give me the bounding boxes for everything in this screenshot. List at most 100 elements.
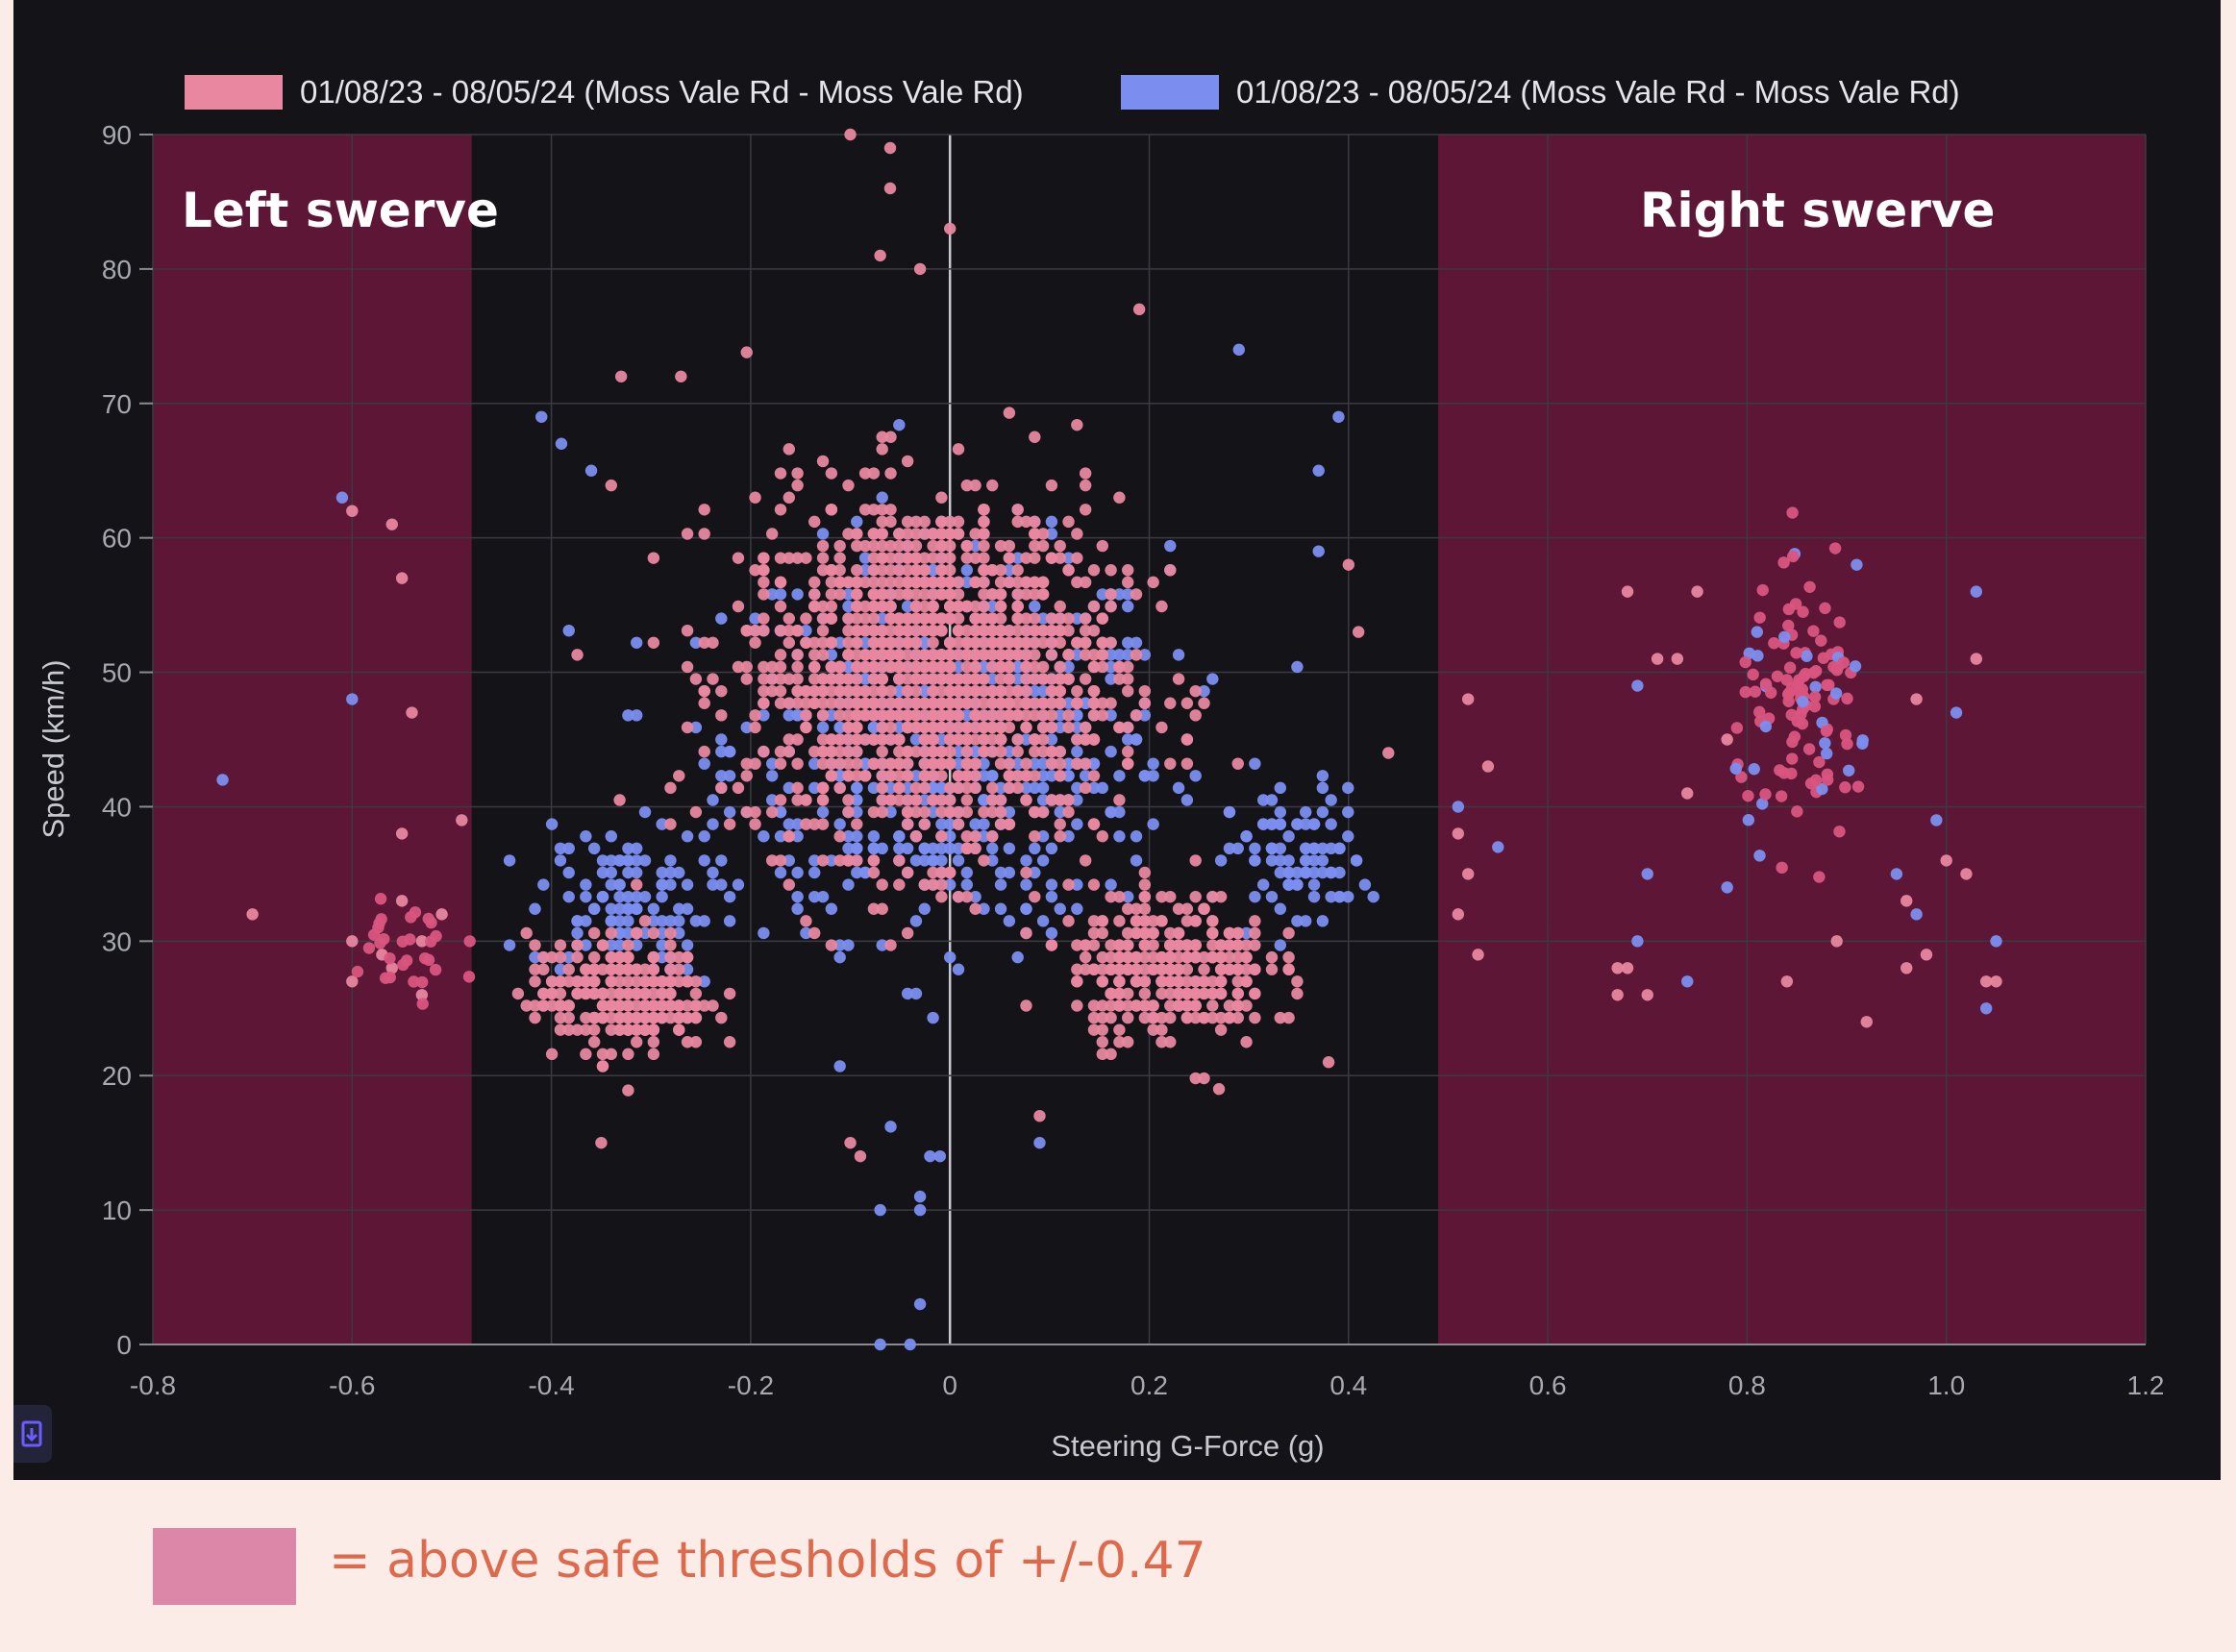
data-point-pink <box>1087 649 1101 661</box>
data-point-pink <box>1240 999 1253 1012</box>
data-point-pink <box>901 552 914 564</box>
data-point-pink <box>952 649 965 661</box>
data-point-pink <box>1045 697 1058 709</box>
data-point-blue <box>1316 866 1329 879</box>
data-point-pink <box>1036 624 1050 637</box>
data-point-pink <box>689 1036 703 1048</box>
data-point-pink <box>638 999 652 1012</box>
threshold-note: = above safe thresholds of +/-0.47 <box>329 1532 1206 1590</box>
data-point-pink <box>246 908 259 921</box>
data-point-blue <box>978 794 990 806</box>
data-point-blue <box>1011 660 1024 674</box>
data-point-pink <box>994 733 1007 746</box>
data-point-pink <box>1828 542 1842 555</box>
data-point-blue <box>631 854 643 867</box>
data-point-blue <box>935 842 948 855</box>
data-point-blue <box>605 878 617 891</box>
data-point-pink <box>707 999 719 1012</box>
data-point-pink <box>783 443 796 456</box>
data-point-pink <box>884 733 897 746</box>
legend-swatch-pink <box>185 75 283 110</box>
data-point-pink <box>918 528 931 540</box>
data-point-pink <box>927 649 939 661</box>
data-point-pink <box>918 805 931 819</box>
data-point-pink <box>952 721 965 734</box>
data-point-pink <box>1087 600 1101 613</box>
data-point-pink <box>867 636 881 649</box>
data-point-blue <box>631 866 643 879</box>
data-point-blue <box>1105 878 1117 891</box>
data-point-pink <box>901 649 914 661</box>
data-point-pink <box>1172 926 1185 940</box>
data-point-pink <box>1759 788 1772 801</box>
data-point-blue <box>1316 805 1329 819</box>
data-point-pink <box>901 684 914 698</box>
export-icon[interactable] <box>13 1405 52 1463</box>
data-point-pink <box>960 624 974 637</box>
data-point-blue <box>978 770 990 782</box>
data-point-pink <box>816 745 830 758</box>
data-point-pink <box>893 745 906 758</box>
data-point-pink <box>1003 697 1016 709</box>
data-point-blue <box>851 794 863 806</box>
data-point-pink <box>1003 757 1016 770</box>
data-point-blue <box>1138 770 1152 782</box>
data-point-pink <box>587 1023 601 1036</box>
data-point-pink <box>1079 673 1092 685</box>
data-point-pink <box>833 733 846 746</box>
data-point-blue <box>927 854 939 867</box>
data-point-pink <box>825 939 838 951</box>
data-point-pink <box>1113 1036 1126 1048</box>
data-point-pink <box>935 673 948 685</box>
data-point-blue <box>913 1190 927 1203</box>
data-point-pink <box>664 939 677 951</box>
data-point-blue <box>978 660 990 674</box>
data-point-pink <box>833 588 846 601</box>
data-point-pink <box>978 745 990 758</box>
data-point-pink <box>1045 757 1058 770</box>
data-point-pink <box>876 781 888 795</box>
data-point-blue <box>1029 684 1041 698</box>
data-point-pink <box>1790 647 1802 659</box>
data-point-pink <box>808 588 821 601</box>
data-point-blue <box>1029 842 1041 855</box>
data-point-pink <box>978 649 990 661</box>
data-point-pink <box>456 814 468 826</box>
data-point-pink <box>1054 612 1066 625</box>
data-point-pink <box>1206 915 1219 927</box>
data-point-blue <box>783 818 796 830</box>
x-tick-label: 0.8 <box>1728 1370 1766 1400</box>
data-point-blue <box>638 890 652 903</box>
data-point-pink <box>1079 963 1092 975</box>
data-point-pink <box>1036 636 1050 649</box>
data-point-blue <box>681 963 694 975</box>
data-point-pink <box>740 346 753 358</box>
data-point-pink <box>681 624 694 637</box>
data-point-blue <box>927 564 939 577</box>
data-point-pink <box>1011 709 1024 722</box>
data-point-pink <box>833 673 846 685</box>
data-point-pink <box>960 649 974 661</box>
data-point-blue <box>613 902 626 915</box>
data-point-blue <box>1291 866 1304 879</box>
data-point-pink <box>893 649 906 661</box>
data-point-blue <box>1778 630 1791 643</box>
data-point-pink <box>1223 999 1236 1012</box>
data-point-pink <box>1020 684 1032 698</box>
data-point-pink <box>986 794 999 806</box>
data-point-pink <box>935 588 948 601</box>
data-point-blue <box>833 721 846 734</box>
data-point-pink <box>1172 987 1185 1000</box>
data-point-blue <box>1087 781 1101 795</box>
data-point-pink <box>1240 950 1253 964</box>
data-point-blue <box>613 926 626 940</box>
data-point-pink <box>346 975 359 988</box>
data-point-pink <box>1122 926 1134 940</box>
data-point-pink <box>1164 987 1177 1000</box>
data-point-blue <box>1071 818 1083 830</box>
data-point-pink <box>774 552 787 564</box>
data-point-pink <box>909 794 923 806</box>
data-point-pink <box>842 673 855 685</box>
data-point-pink <box>969 781 981 795</box>
data-point-pink <box>1231 1011 1244 1024</box>
